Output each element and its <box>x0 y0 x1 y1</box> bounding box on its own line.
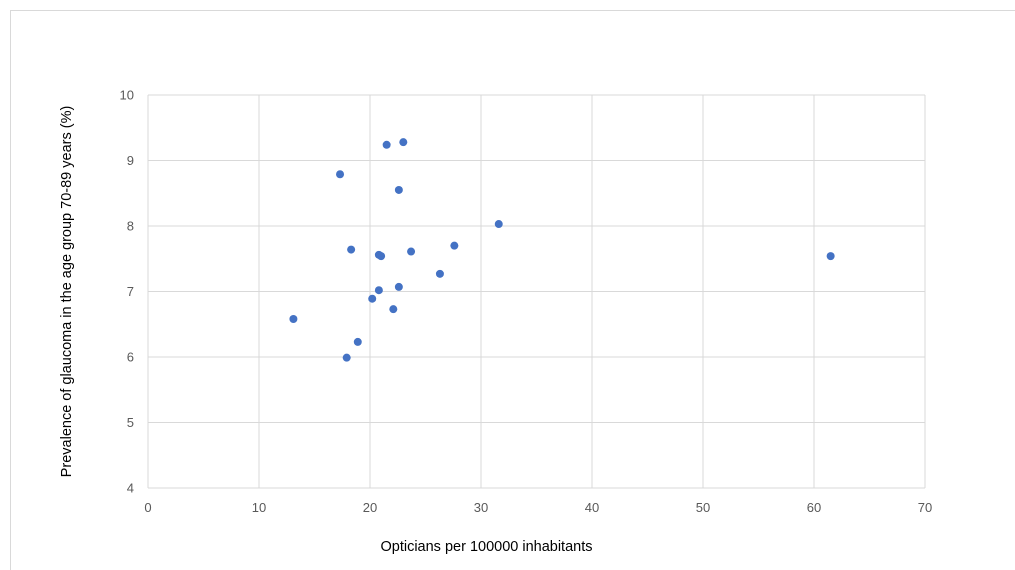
x-tick-label: 60 <box>807 500 821 515</box>
x-tick-label: 20 <box>363 500 377 515</box>
data-point <box>353 337 362 346</box>
x-tick-label: 30 <box>474 500 488 515</box>
x-axis-title: Opticians per 100000 inhabitants <box>380 539 592 555</box>
y-tick-label: 6 <box>127 350 134 365</box>
y-tick-label: 8 <box>127 219 134 234</box>
data-point <box>450 241 459 250</box>
data-point <box>394 185 403 194</box>
x-tick-label: 50 <box>696 500 710 515</box>
data-point <box>826 252 835 261</box>
data-point <box>494 220 503 229</box>
x-tick-label: 10 <box>252 500 266 515</box>
y-tick-label: 7 <box>127 284 134 299</box>
data-points <box>289 138 835 362</box>
y-tick-labels: 4 5 6 7 8 9 10 <box>120 88 134 496</box>
data-point <box>377 252 386 261</box>
vertical-gridlines <box>147 95 926 488</box>
data-point <box>289 315 298 324</box>
chart-frame: 4 5 6 7 8 9 10 0 10 20 30 40 50 60 70 Opticians per 1… <box>10 10 1015 570</box>
data-point <box>407 247 416 256</box>
data-point <box>374 286 383 295</box>
x-tick-labels: 0 10 20 30 40 50 60 70 <box>144 500 932 515</box>
data-point <box>399 138 408 147</box>
scatter-chart: 4 5 6 7 8 9 10 0 10 20 30 40 50 60 70 Opticians per 1… <box>59 88 932 556</box>
y-tick-label: 4 <box>127 481 134 496</box>
y-tick-label: 9 <box>127 153 134 168</box>
data-point <box>435 269 444 278</box>
data-point <box>347 245 356 254</box>
y-tick-label: 10 <box>120 88 134 103</box>
x-tick-label: 70 <box>918 500 932 515</box>
data-point <box>389 305 398 314</box>
data-point <box>368 294 377 303</box>
x-tick-label: 0 <box>144 500 151 515</box>
horizontal-gridlines <box>148 94 925 489</box>
data-point <box>382 140 391 149</box>
y-tick-label: 5 <box>127 415 134 430</box>
data-point <box>394 282 403 291</box>
data-point <box>336 170 345 179</box>
x-tick-label: 40 <box>585 500 599 515</box>
y-axis-title: Prevalence of glaucoma in the age group … <box>59 106 75 478</box>
data-point <box>342 353 351 362</box>
